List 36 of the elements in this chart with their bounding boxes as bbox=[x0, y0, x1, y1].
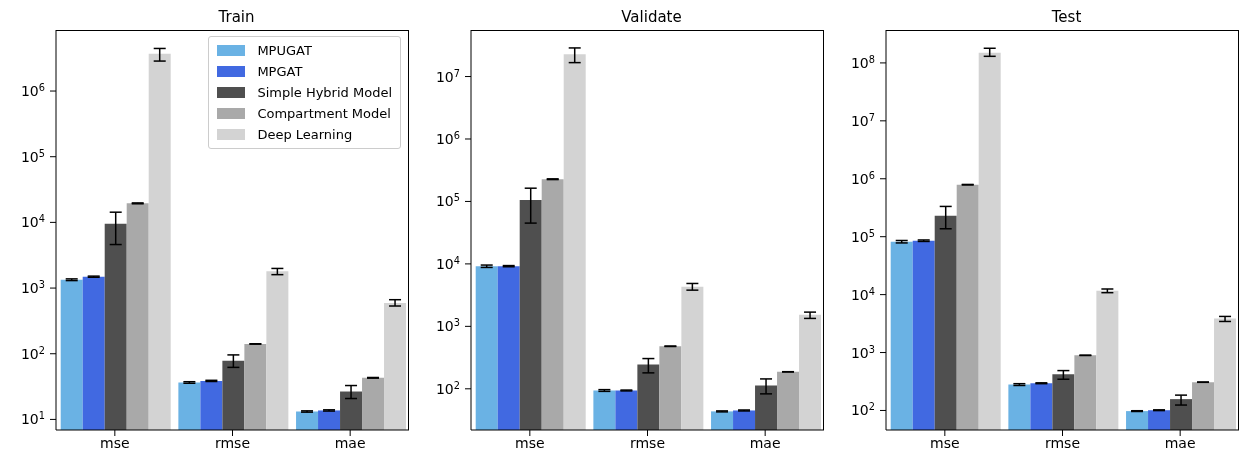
chart-title: Validate bbox=[620, 8, 683, 28]
y-tick-label: 10$^{7}$ bbox=[850, 111, 875, 129]
x-tick-label: mse bbox=[930, 434, 960, 451]
legend-label: Deep Learning bbox=[257, 127, 353, 142]
y-tick-label: 10$^{8}$ bbox=[850, 53, 875, 71]
x-tick-label: mae bbox=[334, 434, 366, 451]
legend-label: MPUGAT bbox=[257, 43, 312, 58]
x-tick-label: mae bbox=[1164, 434, 1196, 451]
y-tick-label: 10$^{5}$ bbox=[850, 227, 875, 245]
y-tick-label: 10$^{2}$ bbox=[850, 400, 875, 419]
y-tick-label: 10$^{4}$ bbox=[850, 285, 875, 303]
y-tick-label: 10$^{4}$ bbox=[20, 212, 45, 231]
legend-label: Simple Hybrid Model bbox=[257, 85, 392, 100]
y-tick-label: 10$^{6}$ bbox=[435, 129, 460, 147]
y-tick-label: 10$^{5}$ bbox=[20, 147, 45, 165]
x-tick-label: mse bbox=[100, 434, 130, 451]
y-tick-label: 10$^{2}$ bbox=[20, 344, 45, 362]
x-tick-label: rmse bbox=[1044, 434, 1081, 451]
y-tick-label: 10$^{5}$ bbox=[435, 191, 460, 210]
chart-title: Test bbox=[1050, 8, 1083, 28]
y-tick-label: 10$^{1}$ bbox=[20, 409, 45, 428]
x-tick-label: mae bbox=[749, 434, 781, 451]
y-tick-label: 10$^{6}$ bbox=[850, 169, 875, 187]
y-tick-label: 10$^{3}$ bbox=[20, 278, 45, 297]
y-tick-label: 10$^{3}$ bbox=[850, 343, 875, 361]
x-tick-label: rmse bbox=[214, 434, 251, 451]
chart-title: Train bbox=[217, 8, 256, 28]
y-tick-label: 10$^{6}$ bbox=[20, 81, 45, 100]
legend-label: MPGAT bbox=[257, 64, 303, 79]
y-tick-label: 10$^{7}$ bbox=[435, 67, 460, 85]
x-tick-label: rmse bbox=[629, 434, 666, 451]
legend-label: Compartment Model bbox=[257, 106, 391, 121]
y-tick-label: 10$^{3}$ bbox=[435, 316, 460, 335]
x-tick-label: mse bbox=[515, 434, 545, 451]
y-tick-label: 10$^{2}$ bbox=[435, 379, 460, 397]
y-tick-label: 10$^{4}$ bbox=[435, 254, 460, 272]
